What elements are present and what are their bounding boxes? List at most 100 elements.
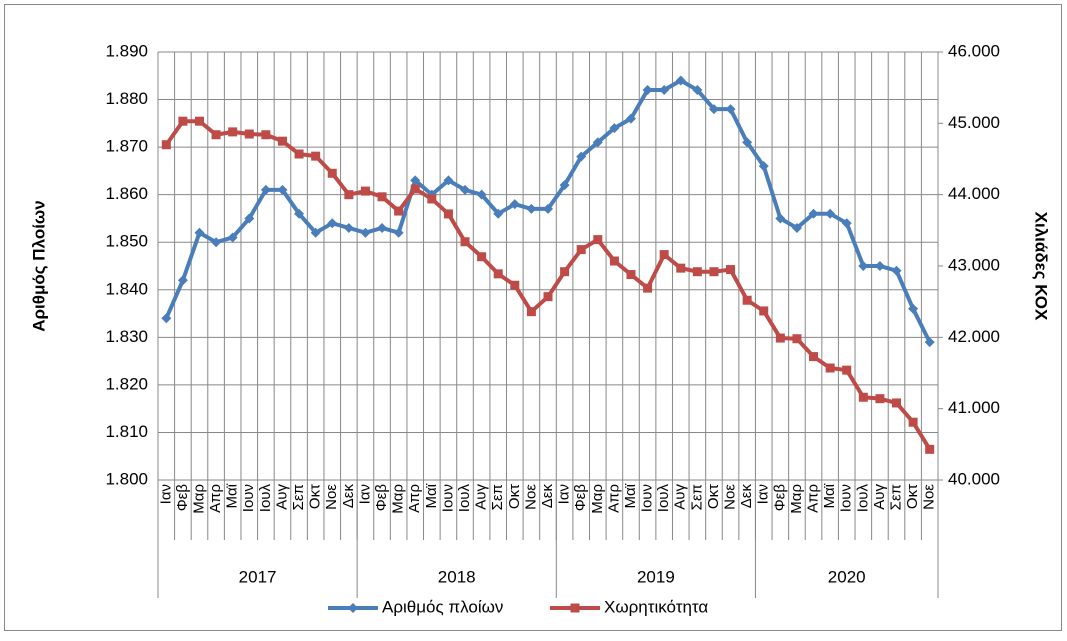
y-tick-label: 1.850 (105, 232, 148, 251)
x-tick-label: Οκτ (705, 484, 722, 509)
x-tick-label: Νοε (921, 484, 938, 510)
marker (294, 149, 304, 159)
marker (277, 136, 287, 146)
marker (891, 265, 902, 276)
marker (311, 151, 321, 161)
marker (925, 444, 935, 454)
x-tick-label: Ιαν (356, 484, 373, 504)
marker (178, 116, 188, 126)
marker (858, 392, 868, 402)
x-tick-label: Σεπ (688, 484, 705, 510)
marker (344, 190, 354, 200)
marker (244, 213, 255, 224)
x-tick-label: Μαρ (788, 484, 805, 514)
x-tick-label: Αυγ (273, 484, 290, 510)
x-tick-label: Ιαν (755, 484, 772, 504)
marker (526, 203, 537, 214)
y2-tick-label: 40.000 (948, 469, 1000, 488)
marker (443, 175, 454, 186)
marker (244, 129, 254, 139)
marker (261, 130, 271, 140)
marker (493, 208, 504, 219)
marker (675, 75, 686, 86)
marker (576, 245, 586, 255)
x-group-label: 2020 (828, 567, 866, 586)
marker (410, 175, 421, 186)
marker (759, 306, 769, 316)
x-tick-label: Ιουλ (854, 484, 871, 513)
marker (875, 394, 885, 404)
y-tick-label: 1.840 (105, 279, 148, 298)
x-tick-label: Αυγ (871, 484, 888, 510)
x-tick-label: Ιουν (240, 484, 257, 512)
y2-tick-label: 45.000 (948, 113, 1000, 132)
x-tick-label: Οκτ (904, 484, 921, 509)
marker (559, 180, 570, 191)
marker (825, 208, 836, 219)
marker (410, 184, 420, 194)
marker (726, 265, 736, 275)
marker (360, 186, 370, 196)
y-tick-label: 1.820 (105, 374, 148, 393)
marker (211, 237, 222, 248)
x-tick-label: Μαϊ (622, 483, 639, 508)
marker (659, 250, 669, 260)
marker (809, 352, 819, 362)
y-tick-label: 1.800 (105, 469, 148, 488)
marker (277, 184, 288, 195)
x-tick-label: Αυγ (672, 484, 689, 510)
marker (543, 292, 553, 302)
marker (592, 137, 603, 148)
x-tick-label: Αυγ (473, 484, 490, 510)
marker (294, 208, 305, 219)
x-tick-label: Σεπ (290, 484, 307, 510)
y2-axis-title: Χιλιάδες ΚΟΧ (1032, 212, 1051, 321)
marker (808, 208, 819, 219)
marker (576, 151, 587, 162)
marker (659, 85, 670, 96)
x-tick-label: Φεβ (174, 484, 191, 512)
x-tick-label: Σεπ (887, 484, 904, 510)
marker (493, 269, 503, 279)
y-tick-label: 1.890 (105, 41, 148, 60)
marker (626, 270, 636, 280)
marker (194, 227, 205, 238)
legend-label: Χωρητικότητα (604, 597, 708, 616)
x-tick-label: Απρ (207, 484, 224, 513)
marker (509, 199, 520, 210)
chart-border (4, 4, 1062, 631)
marker (228, 127, 238, 137)
marker (725, 104, 736, 115)
marker (742, 295, 752, 305)
marker (161, 313, 172, 324)
y-tick-label: 1.880 (105, 89, 148, 108)
marker (892, 398, 902, 408)
marker (211, 130, 221, 140)
marker (908, 417, 918, 427)
x-tick-label: Φεβ (771, 484, 788, 512)
y2-tick-label: 42.000 (948, 327, 1000, 346)
marker (791, 222, 802, 233)
marker (360, 227, 371, 238)
x-tick-label: Ιουλ (456, 484, 473, 513)
x-tick-label: Μαϊ (423, 483, 440, 508)
marker (676, 263, 686, 273)
marker (327, 218, 338, 229)
marker (194, 116, 204, 126)
marker (476, 189, 487, 200)
marker (708, 104, 719, 115)
marker (792, 334, 802, 344)
y2-tick-label: 41.000 (948, 398, 1000, 417)
x-tick-label: Νοε (722, 484, 739, 510)
marker (825, 363, 835, 373)
marker (692, 85, 703, 96)
marker (427, 194, 437, 204)
x-tick-label: Ιαν (157, 484, 174, 504)
x-tick-label: Ιουν (439, 484, 456, 512)
marker (460, 237, 470, 247)
x-tick-label: Ιουν (639, 484, 656, 512)
x-tick-label: Μαρ (390, 484, 407, 514)
marker (758, 161, 769, 172)
marker (377, 192, 387, 202)
marker (543, 203, 553, 214)
